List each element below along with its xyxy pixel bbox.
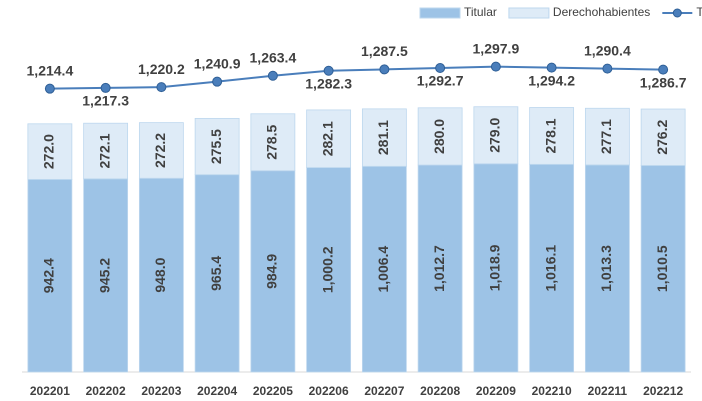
bar-segment: [306, 109, 352, 168]
bar-segment: [83, 122, 129, 180]
bar-segment: [640, 108, 686, 166]
bar-segment: [584, 164, 630, 373]
total-marker: [490, 61, 501, 72]
x-tick-label: 202212: [643, 384, 683, 398]
data-label: 272.0: [41, 134, 57, 169]
data-label: 1,290.4: [584, 42, 631, 58]
bar-segment: [473, 163, 519, 373]
data-label: 1,292.7: [417, 73, 464, 89]
x-tick-label: 202202: [86, 384, 126, 398]
data-label: 1,000.2: [319, 246, 335, 293]
legend-label: Titular: [464, 5, 497, 19]
data-label: 282.1: [319, 121, 335, 156]
total-marker: [658, 64, 669, 75]
data-label: 280.0: [431, 119, 447, 154]
x-tick-label: 202211: [588, 384, 628, 398]
data-label: 1,012.7: [431, 245, 447, 292]
x-tick-label: 202210: [532, 384, 572, 398]
x-tick-label: 202208: [420, 384, 460, 398]
data-label: 1,013.3: [598, 245, 614, 292]
legend-swatch: [419, 7, 461, 19]
data-label: 945.2: [96, 258, 112, 293]
total-marker: [602, 63, 613, 74]
total-marker: [546, 62, 557, 73]
x-tick-label: 202206: [309, 384, 349, 398]
data-label: 276.2: [654, 120, 670, 155]
bar-segment: [306, 167, 352, 373]
total-marker: [212, 76, 223, 87]
bar-segment: [250, 113, 296, 172]
data-label: 1,214.4: [27, 62, 74, 78]
data-label: 1,217.3: [82, 93, 129, 109]
legend-marker: [672, 8, 682, 18]
data-label: 1,010.5: [654, 245, 670, 292]
data-label: 279.0: [487, 118, 503, 153]
data-label: 1,287.5: [361, 43, 408, 59]
bar-segment: [361, 165, 407, 373]
total-marker: [379, 64, 390, 75]
data-label: 275.5: [208, 129, 224, 164]
x-tick-label: 202207: [364, 384, 404, 398]
data-label: 984.9: [264, 254, 280, 289]
data-label: 272.2: [152, 133, 168, 168]
bar-segment: [584, 107, 630, 166]
data-label: 965.4: [208, 256, 224, 291]
x-tick-label: 202201: [30, 384, 70, 398]
x-tick-label: 202203: [141, 384, 181, 398]
data-label: 277.1: [598, 119, 614, 154]
total-marker: [100, 82, 111, 93]
data-label: 942.4: [41, 258, 57, 293]
total-marker: [435, 63, 446, 74]
total-marker: [323, 65, 334, 76]
bar-segment: [529, 107, 575, 165]
bar-segment: [27, 178, 73, 373]
bar-segment: [417, 107, 463, 166]
legend-label: Total: [696, 5, 702, 19]
total-marker: [44, 83, 55, 94]
total-marker: [267, 70, 278, 81]
bar-segment: [138, 122, 184, 179]
data-label: 1,282.3: [305, 75, 352, 91]
total-line: [49, 65, 664, 90]
total-marker: [156, 82, 167, 93]
x-tick-label: 202209: [476, 384, 516, 398]
data-label: 278.1: [542, 118, 558, 153]
data-label: 278.5: [264, 125, 280, 160]
bar-segment: [640, 165, 686, 373]
data-label: 1,018.9: [487, 244, 503, 291]
data-label: 1,297.9: [473, 40, 520, 56]
legend-swatch: [508, 7, 550, 19]
data-label: 281.1: [375, 120, 391, 155]
x-tick-label: 202204: [197, 384, 237, 398]
data-label: 1,240.9: [194, 55, 241, 71]
legend-label: Derechohabientes: [553, 5, 650, 19]
bar-segment: [138, 177, 184, 373]
data-label: 948.0: [152, 257, 168, 292]
data-label: 1,016.1: [542, 245, 558, 292]
bar-segment: [417, 164, 463, 373]
data-label: 1,006.4: [375, 246, 391, 293]
bar-segment: [27, 123, 73, 180]
data-label: 1,286.7: [640, 74, 687, 90]
bar-segment: [194, 174, 240, 373]
data-label: 1,294.2: [528, 72, 575, 88]
data-label: 1,263.4: [250, 49, 297, 65]
bar-segment: [361, 108, 407, 167]
bar-segment: [194, 117, 240, 176]
bar-segment: [473, 106, 519, 165]
x-tick-label: 202205: [253, 384, 293, 398]
bar-segment: [250, 170, 296, 373]
data-label: 272.1: [96, 133, 112, 168]
bar-segment: [529, 163, 575, 373]
data-label: 1,220.2: [138, 61, 185, 77]
